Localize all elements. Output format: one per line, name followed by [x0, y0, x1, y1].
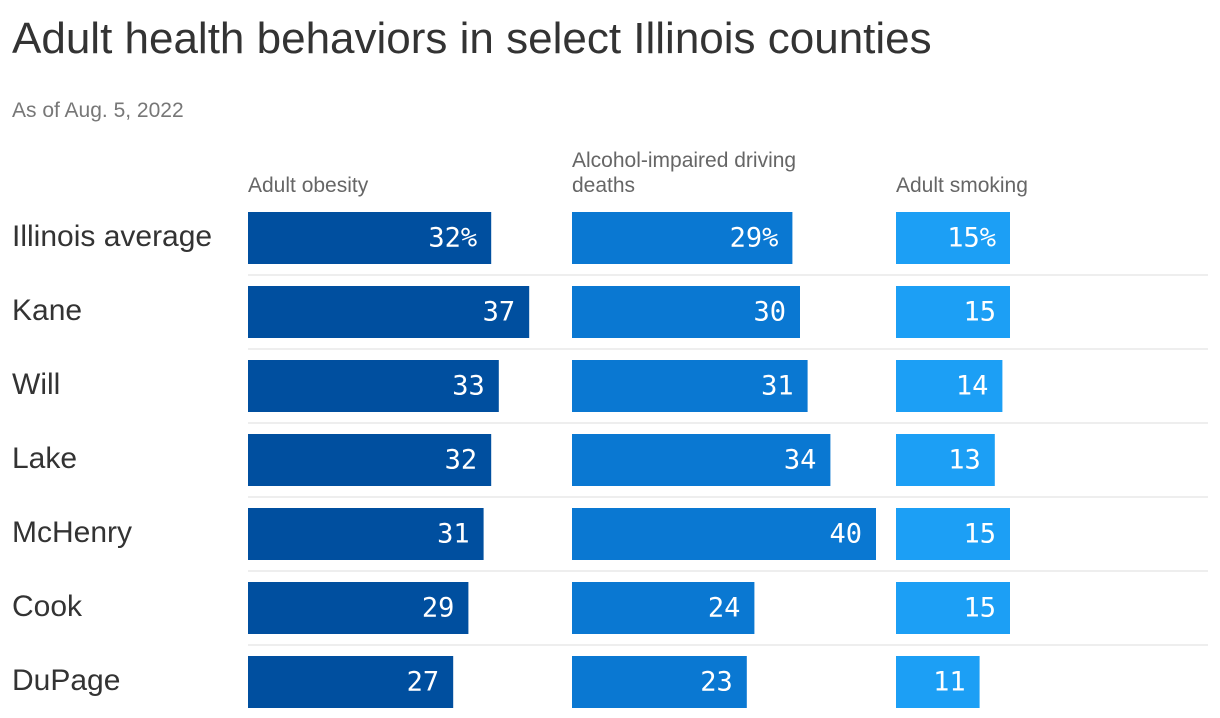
value-label: 34: [784, 445, 817, 476]
bar: [896, 582, 1010, 634]
bar: [572, 582, 755, 634]
value-label: 15: [963, 593, 996, 624]
value-label: 15: [963, 519, 996, 550]
value-label: 29%: [730, 223, 779, 254]
value-label: 27: [407, 667, 440, 698]
category-label: Illinois average: [12, 220, 212, 253]
category-label: DuPage: [12, 664, 120, 697]
bar: [896, 656, 980, 708]
bar: [896, 360, 1003, 412]
value-label: 14: [956, 371, 989, 402]
chart-title: Adult health behaviors in select Illinoi…: [12, 14, 932, 63]
value-label: 23: [700, 667, 733, 698]
value-label: 15%: [947, 223, 996, 254]
bar: [896, 212, 1010, 264]
bar: [896, 434, 995, 486]
panel-header: Alcohol-impaired driving deaths: [572, 149, 797, 197]
value-label: 13: [948, 445, 981, 476]
value-label: 31: [761, 371, 794, 402]
category-label: Will: [12, 368, 60, 401]
value-label: 32: [445, 445, 478, 476]
bar: [572, 212, 793, 264]
value-label: 33: [452, 371, 485, 402]
bar: [896, 286, 1010, 338]
value-label: 37: [483, 297, 516, 328]
bar: [572, 656, 747, 708]
bar: [248, 582, 469, 634]
category-label: Cook: [12, 590, 83, 623]
bar: [248, 360, 499, 412]
bar: [572, 286, 800, 338]
value-label: 11: [933, 667, 966, 698]
category-label: Lake: [12, 442, 77, 475]
category-label: Kane: [12, 294, 82, 327]
category-label: McHenry: [12, 516, 132, 549]
bar: [572, 360, 808, 412]
value-label: 24: [708, 593, 741, 624]
bar: [248, 656, 454, 708]
bar: [572, 434, 831, 486]
value-label: 15: [963, 297, 996, 328]
bar: [572, 508, 876, 560]
value-label: 40: [829, 519, 862, 550]
chart-subtitle: As of Aug. 5, 2022: [12, 99, 184, 122]
bar: [248, 286, 530, 338]
panel-header: Adult obesity: [248, 174, 369, 197]
bar: [896, 508, 1010, 560]
value-label: 32%: [428, 223, 477, 254]
panel-header: Adult smoking: [896, 174, 1028, 197]
value-label: 30: [753, 297, 786, 328]
bar: [248, 508, 484, 560]
value-label: 31: [437, 519, 470, 550]
bar: [248, 212, 492, 264]
bar: [248, 434, 492, 486]
value-label: 29: [422, 593, 455, 624]
